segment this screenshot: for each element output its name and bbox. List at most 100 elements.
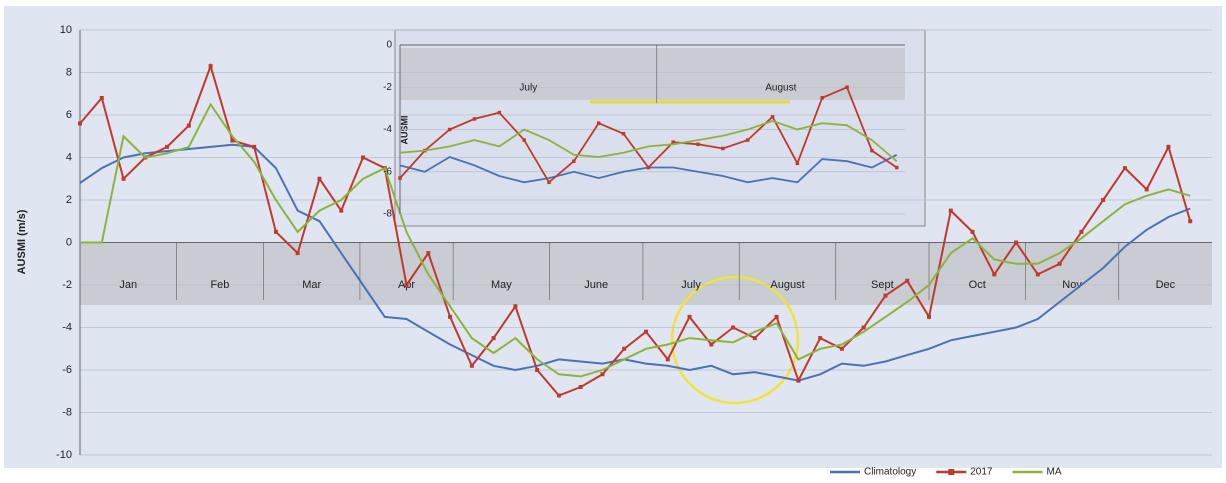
point-marker: [696, 142, 700, 147]
point-marker: [752, 336, 757, 341]
point-marker: [687, 314, 692, 319]
point-marker: [1188, 219, 1193, 224]
point-marker: [208, 64, 213, 69]
point-marker: [795, 161, 800, 166]
legend-label: 2017: [970, 467, 993, 478]
point-marker: [426, 251, 431, 256]
point-marker: [78, 121, 82, 126]
point-marker: [622, 346, 627, 351]
point-marker: [796, 378, 801, 383]
y-tick-label: 0: [66, 236, 72, 248]
series-line: [80, 102, 1191, 378]
point-marker: [99, 96, 104, 100]
series-line: [79, 143, 1191, 382]
point-marker: [572, 159, 576, 163]
point-marker: [970, 229, 975, 234]
point-marker: [927, 314, 931, 319]
point-marker: [404, 283, 409, 287]
point-marker: [1035, 272, 1040, 277]
point-marker: [186, 123, 191, 128]
y-tick-label: 4: [66, 151, 72, 163]
x-tick-label: Feb: [210, 279, 229, 291]
point-marker: [1079, 229, 1084, 234]
point-marker: [317, 176, 322, 181]
point-marker: [600, 372, 605, 377]
point-marker: [1144, 187, 1149, 192]
point-marker: [295, 251, 300, 256]
point-marker: [721, 146, 725, 151]
legend-marker: [948, 469, 955, 475]
inset-y-axis-title: AUSMI: [399, 116, 409, 145]
y-tick-label: -6: [62, 364, 72, 376]
y-tick-label: -4: [383, 124, 392, 135]
point-marker: [339, 208, 344, 213]
point-marker: [905, 278, 910, 283]
x-tick-label: July: [519, 83, 537, 94]
point-marker: [522, 138, 526, 142]
point-marker: [894, 165, 899, 170]
point-marker: [820, 96, 824, 100]
point-marker: [709, 342, 714, 347]
point-marker: [535, 368, 540, 372]
y-tick-label: 10: [60, 24, 72, 36]
x-tick-label: July: [681, 279, 701, 291]
x-tick-label: Dec: [1156, 279, 1176, 291]
inset-axis-band: [400, 48, 905, 100]
legend-label: Climatology: [864, 467, 916, 478]
highlight-circle: [670, 275, 800, 405]
y-axis-title: AUSMI (m/s): [16, 209, 28, 274]
y-tick-label: 6: [66, 109, 72, 121]
point-marker: [472, 117, 477, 121]
point-marker: [731, 325, 736, 330]
point-marker: [671, 140, 675, 144]
y-tick-label: -2: [383, 82, 392, 93]
x-tick-label: August: [770, 279, 804, 291]
point-marker: [770, 115, 775, 119]
point-marker: [273, 229, 278, 234]
point-marker: [491, 336, 496, 341]
y-tick-label: -8: [62, 406, 72, 418]
point-marker: [497, 110, 502, 115]
y-tick-label: -4: [62, 321, 72, 333]
point-marker: [448, 314, 453, 319]
point-marker: [1122, 166, 1127, 171]
point-marker: [665, 357, 670, 362]
y-tick-label: -8: [383, 209, 392, 220]
point-marker: [845, 85, 849, 89]
y-tick-label: -6: [383, 166, 392, 177]
x-tick-label: Mar: [302, 279, 321, 291]
y-tick-label: -2: [62, 279, 72, 291]
point-marker: [644, 329, 648, 334]
point-marker: [948, 208, 953, 213]
point-marker: [1014, 240, 1019, 245]
point-marker: [870, 148, 874, 153]
legend-label: MA: [1047, 467, 1062, 478]
x-tick-label: May: [491, 279, 512, 291]
point-marker: [361, 155, 365, 160]
point-marker: [469, 363, 474, 368]
point-marker: [578, 385, 583, 389]
point-marker: [1057, 261, 1062, 266]
point-marker: [861, 325, 866, 330]
point-marker: [774, 314, 779, 319]
point-marker: [230, 138, 235, 143]
point-marker: [818, 336, 823, 341]
point-marker: [1166, 144, 1171, 149]
point-marker: [883, 293, 888, 298]
x-tick-label: June: [584, 279, 608, 291]
point-marker: [165, 144, 170, 149]
point-marker: [839, 346, 844, 351]
point-marker: [621, 131, 626, 136]
point-marker: [252, 144, 257, 149]
x-tick-label: Oct: [969, 279, 986, 291]
point-marker: [596, 121, 601, 125]
point-marker: [547, 180, 551, 185]
point-marker: [398, 176, 402, 180]
point-marker: [1101, 198, 1106, 202]
point-marker: [447, 127, 452, 132]
x-tick-label: Jan: [119, 279, 137, 291]
x-axis-band: [80, 243, 1212, 305]
y-tick-label: 0: [386, 40, 392, 51]
x-tick-label: Nov: [1062, 279, 1082, 291]
